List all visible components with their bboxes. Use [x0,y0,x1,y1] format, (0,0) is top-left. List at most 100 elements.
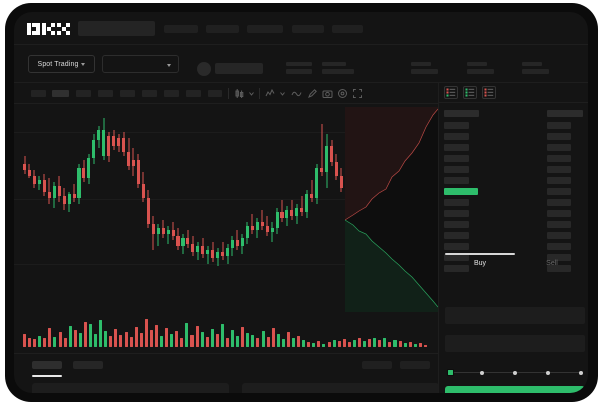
volume-bar [337,341,341,347]
candle [315,104,319,304]
orderbook-row-left[interactable] [444,133,469,140]
device-bezel: Spot Trading [5,3,598,402]
slider-step-5[interactable] [579,370,583,375]
orderbook-row-right[interactable] [547,188,571,195]
pair-selector-dropdown[interactable] [102,55,179,73]
orderbook-row-right[interactable] [547,254,571,261]
market-stat-5 [522,62,549,74]
volume-bar [134,327,138,347]
app-screen: Spot Trading [14,12,588,393]
orderbook-row-left[interactable] [444,155,469,162]
pencil-icon[interactable] [307,88,318,99]
candle [27,104,31,304]
orderbook-row-right[interactable] [547,243,571,250]
candle [255,104,259,304]
orderbook-row-right[interactable] [547,221,571,228]
line-chart-icon[interactable] [291,88,302,99]
interval-4[interactable] [98,90,113,97]
interval-6[interactable] [142,90,157,97]
trading-mode-dropdown[interactable]: Spot Trading [28,55,95,73]
orderbook-mode-buy-icon[interactable] [463,86,477,99]
volume-bar [23,333,27,347]
orderbook-mode-sell-icon[interactable] [482,86,496,99]
top-navigation-bar [14,12,588,45]
bottom-tab-2[interactable] [73,361,103,369]
volume-bar [378,340,382,347]
nav-item-3[interactable] [247,25,283,33]
orderbook-row-right[interactable] [547,177,571,184]
bottom-tab-1[interactable] [32,361,62,369]
order-price-field[interactable] [445,307,585,324]
orderbook-row-right[interactable] [547,144,571,151]
interval-2[interactable] [52,90,69,97]
chevron-down-icon[interactable] [248,88,255,99]
interval-1[interactable] [31,90,46,97]
bottom-action-1[interactable] [362,361,392,369]
orderbook-row-left[interactable] [444,177,469,184]
candle [72,104,76,304]
okx-logo-glyph-0 [27,23,40,35]
order-amount-slider[interactable] [447,368,585,378]
orderbook-row-right[interactable] [547,155,571,162]
orderbook-last-price[interactable] [444,188,478,195]
orderbook-row-right[interactable] [547,133,571,140]
orderbook-row-left[interactable] [444,254,469,261]
orderbook-row-right[interactable] [547,166,571,173]
interval-3[interactable] [76,90,91,97]
volume-bar [119,334,123,347]
price-chart[interactable] [14,104,438,353]
volume-bar [373,337,377,347]
slider-step-2[interactable] [480,370,484,375]
orderbook-row-left[interactable] [444,144,469,151]
orderbook-row-left[interactable] [444,243,469,250]
orderbook-row-left[interactable] [444,122,469,129]
volume-bar [393,340,397,347]
orderbook-row-left[interactable] [444,210,469,217]
volume-bar [418,343,422,347]
orderbook-row-right[interactable] [547,232,571,239]
slider-step-3[interactable] [513,370,517,375]
orderbook-row-left[interactable] [444,232,469,239]
candlestick-icon[interactable] [235,88,244,99]
search-input[interactable] [78,21,155,36]
fullscreen-icon[interactable] [352,88,363,99]
nav-item-1[interactable] [164,25,198,33]
bottom-action-2[interactable] [400,361,430,369]
okx-logo[interactable] [27,23,71,35]
orderbook-row-left[interactable] [444,199,469,206]
orderbook-row-left[interactable] [444,221,469,228]
interval-9[interactable] [208,90,222,97]
orderbook-row-right[interactable] [547,210,571,217]
order-amount-field[interactable] [445,335,585,352]
tab-buy[interactable]: Buy [473,260,487,267]
interval-5[interactable] [120,90,135,97]
nav-item-4[interactable] [292,25,324,33]
nav-item-2[interactable] [206,25,239,33]
orderbook-header-left[interactable] [444,110,479,117]
camera-icon[interactable] [322,88,333,99]
order-form-tabs: Buy Sell [439,253,588,275]
submit-buy-button[interactable] [445,386,585,393]
nav-item-5[interactable] [332,25,363,33]
volume-bar [149,329,153,347]
orderbook-row-right[interactable] [547,199,571,206]
candle [112,104,116,304]
orderbook-row-left[interactable] [444,265,469,272]
volume-bar [423,345,427,347]
interval-7[interactable] [164,90,179,97]
tab-sell[interactable]: Sell [546,260,558,267]
slider-step-4[interactable] [546,370,550,375]
candle [300,104,304,304]
orderbook-sidebar: Buy Sell [438,83,588,393]
orderbook-row-left[interactable] [444,166,469,173]
volume-bar [251,334,255,347]
chevron-down-icon[interactable] [279,88,286,99]
slider-knob[interactable] [447,369,454,376]
orderbook-header-right[interactable] [547,110,583,117]
indicators-icon[interactable] [265,88,275,99]
orderbook-row-right[interactable] [547,122,571,129]
orderbook-mode-both-icon[interactable] [444,86,458,99]
orderbook-row-right[interactable] [547,265,571,272]
interval-8[interactable] [186,90,201,97]
settings-icon[interactable] [337,88,348,99]
